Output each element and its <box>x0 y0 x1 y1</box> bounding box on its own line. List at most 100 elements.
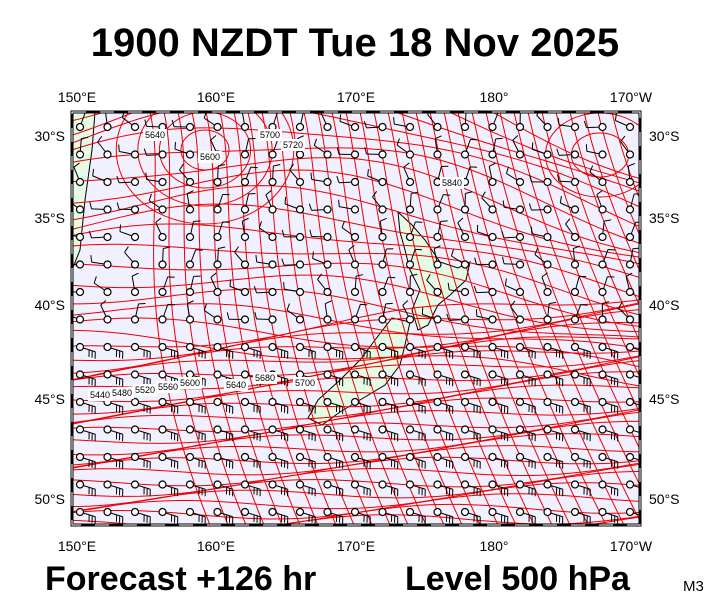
wind-station <box>132 234 139 241</box>
wind-station <box>352 371 359 378</box>
wind-barb-feather <box>120 225 121 232</box>
latitude-label: 35°S <box>34 210 65 226</box>
wind-station <box>544 426 551 433</box>
wind-station <box>544 261 551 268</box>
wind-station <box>627 289 634 296</box>
wind-station <box>104 426 111 433</box>
wind-station <box>599 124 606 131</box>
wind-barb-feather <box>339 200 340 207</box>
wind-station <box>627 454 634 461</box>
wind-station <box>159 426 166 433</box>
wind-station <box>159 151 166 158</box>
wind-station <box>434 316 441 323</box>
wind-station <box>132 426 139 433</box>
wind-station <box>572 454 579 461</box>
wind-station <box>517 509 524 516</box>
wind-station <box>187 454 194 461</box>
wind-barb-feather <box>394 117 395 124</box>
wind-station <box>104 289 111 296</box>
wind-station <box>352 289 359 296</box>
wind-station <box>462 399 469 406</box>
wind-station <box>242 399 249 406</box>
wind-station <box>187 234 194 241</box>
wind-station <box>434 261 441 268</box>
wind-station <box>572 206 579 213</box>
wind-station <box>187 289 194 296</box>
wind-station <box>269 289 276 296</box>
wind-station <box>104 316 111 323</box>
longitude-label: 150°E <box>58 538 96 554</box>
latitude-label: 30°S <box>34 128 65 144</box>
wind-station <box>489 399 496 406</box>
wind-barb-feather <box>64 227 65 234</box>
wind-station <box>627 426 634 433</box>
contour-label: 5720 <box>283 140 303 150</box>
wind-station <box>407 206 414 213</box>
wind-station <box>489 316 496 323</box>
wind-station <box>462 234 469 241</box>
contour-label: 5640 <box>145 130 165 140</box>
wind-station <box>407 454 414 461</box>
wind-station <box>627 344 634 351</box>
wind-station <box>489 509 496 516</box>
wind-station <box>214 509 221 516</box>
wind-station <box>297 509 304 516</box>
wind-station <box>544 481 551 488</box>
wind-station <box>572 399 579 406</box>
wind-station <box>269 344 276 351</box>
wind-station <box>544 344 551 351</box>
wind-station <box>379 261 386 268</box>
wind-station <box>132 289 139 296</box>
wind-station <box>352 206 359 213</box>
wind-station <box>379 289 386 296</box>
wind-station <box>159 399 166 406</box>
wind-station <box>462 509 469 516</box>
wind-station <box>132 179 139 186</box>
latitude-label: 45°S <box>34 391 65 407</box>
wind-station <box>407 399 414 406</box>
wind-station <box>489 124 496 131</box>
wind-station <box>434 371 441 378</box>
wind-station <box>599 289 606 296</box>
wind-station <box>544 124 551 131</box>
wind-station <box>599 481 606 488</box>
wind-station <box>159 371 166 378</box>
contour-label: 5600 <box>180 378 200 388</box>
wind-station <box>517 371 524 378</box>
wind-station <box>242 344 249 351</box>
wind-station <box>324 179 331 186</box>
wind-station <box>187 371 194 378</box>
wind-station <box>104 124 111 131</box>
wind-station <box>517 344 524 351</box>
wind-station <box>324 399 331 406</box>
wind-station <box>544 151 551 158</box>
wind-station <box>517 399 524 406</box>
wind-station <box>132 344 139 351</box>
wind-station <box>132 124 139 131</box>
wind-station <box>434 151 441 158</box>
wind-station <box>77 426 84 433</box>
longitude-label: 170°E <box>337 538 375 554</box>
wind-station <box>627 371 634 378</box>
wind-station <box>379 234 386 241</box>
wind-barb-feather <box>388 277 395 278</box>
wind-station <box>599 206 606 213</box>
wind-station <box>572 261 579 268</box>
wind-station <box>324 371 331 378</box>
wind-station <box>489 454 496 461</box>
wind-station <box>77 206 84 213</box>
wind-station <box>297 261 304 268</box>
wind-station <box>297 454 304 461</box>
wind-station <box>132 206 139 213</box>
wind-station <box>77 124 84 131</box>
wind-station <box>379 371 386 378</box>
wind-station <box>77 344 84 351</box>
wind-station <box>159 261 166 268</box>
wind-station <box>214 179 221 186</box>
wind-station <box>517 316 524 323</box>
wind-station <box>544 234 551 241</box>
longitude-label: 180° <box>480 89 509 105</box>
wind-station <box>572 344 579 351</box>
wind-station <box>297 234 304 241</box>
wind-station <box>489 234 496 241</box>
